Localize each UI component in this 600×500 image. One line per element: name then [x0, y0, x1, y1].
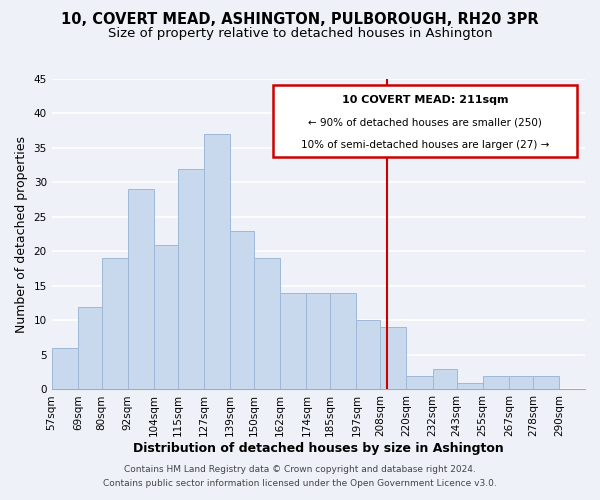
Bar — [457, 382, 482, 390]
X-axis label: Distribution of detached houses by size in Ashington: Distribution of detached houses by size … — [133, 442, 504, 455]
Bar — [433, 369, 457, 390]
Bar — [52, 348, 78, 390]
Text: 10% of semi-detached houses are larger (27) →: 10% of semi-detached houses are larger (… — [301, 140, 549, 149]
Bar — [307, 293, 331, 390]
Bar — [128, 190, 154, 390]
Text: 10, COVERT MEAD, ASHINGTON, PULBOROUGH, RH20 3PR: 10, COVERT MEAD, ASHINGTON, PULBOROUGH, … — [61, 12, 539, 28]
Bar — [331, 293, 356, 390]
Text: Contains HM Land Registry data © Crown copyright and database right 2024.
Contai: Contains HM Land Registry data © Crown c… — [103, 466, 497, 487]
Y-axis label: Number of detached properties: Number of detached properties — [15, 136, 28, 332]
Bar — [380, 328, 406, 390]
Bar — [406, 376, 433, 390]
Bar — [178, 168, 204, 390]
FancyBboxPatch shape — [273, 85, 577, 156]
Bar — [356, 320, 380, 390]
Bar — [509, 376, 533, 390]
Bar — [482, 376, 509, 390]
Bar — [154, 244, 178, 390]
Bar — [78, 306, 102, 390]
Bar — [204, 134, 230, 390]
Bar — [102, 258, 128, 390]
Bar — [280, 293, 307, 390]
Bar — [533, 376, 559, 390]
Bar — [230, 231, 254, 390]
Text: 10 COVERT MEAD: 211sqm: 10 COVERT MEAD: 211sqm — [342, 94, 508, 104]
Text: Size of property relative to detached houses in Ashington: Size of property relative to detached ho… — [107, 28, 493, 40]
Bar — [254, 258, 280, 390]
Text: ← 90% of detached houses are smaller (250): ← 90% of detached houses are smaller (25… — [308, 118, 542, 128]
